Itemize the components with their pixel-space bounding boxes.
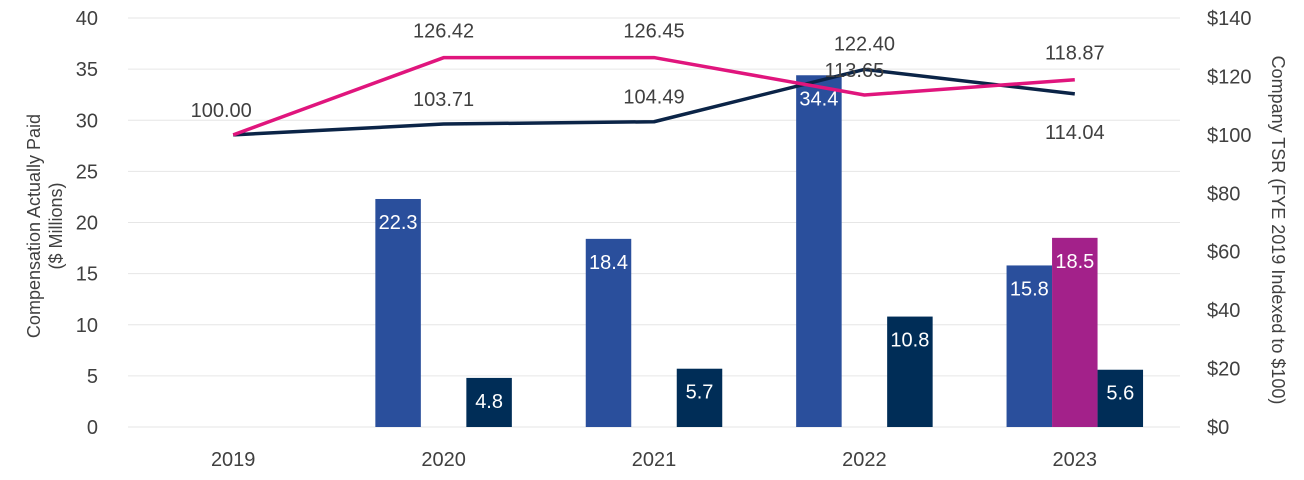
axes: 0 5 10 15 20 25 30 35 40 $0 $20 $40 $60 $80 $100 $120 $1… (76, 8, 1252, 471)
lines (232, 55, 1076, 137)
y-right-tick-label: $40 (1207, 300, 1240, 322)
y-right-tick-label: $0 (1207, 417, 1229, 439)
bar-data-label: 5.7 (686, 382, 714, 404)
y-left-axis-title-line2: ($ Millions) (46, 182, 66, 269)
bar-data-label: 22.3 (379, 212, 418, 234)
y-right-tick-label: $20 (1207, 359, 1240, 381)
y-left-tick-label: 15 (76, 264, 98, 286)
x-tick-label: 2019 (211, 449, 256, 471)
y-right-tick-label: $140 (1207, 8, 1252, 30)
bar (796, 75, 842, 427)
tsr-line (232, 55, 1075, 137)
bar-data-label: 10.8 (890, 330, 929, 352)
x-tick-label: 2023 (1053, 449, 1098, 471)
y-left-tick-label: 5 (87, 366, 98, 388)
bar-data-label: 5.6 (1106, 383, 1134, 405)
bar (1006, 265, 1053, 427)
y-left-tick-label: 40 (76, 8, 98, 30)
y-right-tick-label: $100 (1207, 125, 1252, 147)
line-data-label: 118.87 (1045, 43, 1105, 65)
y-left-tick-label: 10 (76, 315, 98, 337)
line-data-label: 103.71 (413, 89, 474, 111)
line-data-label: 104.49 (623, 87, 684, 109)
x-tick-label: 2021 (632, 449, 677, 471)
line-data-label: 100.00 (191, 100, 252, 122)
y-left-tick-label: 30 (76, 110, 98, 132)
bar (1052, 237, 1098, 427)
bar-data-label: 15.8 (1010, 278, 1049, 300)
tsr-line (233, 67, 1076, 137)
x-tick-label: 2020 (421, 449, 466, 471)
bar-data-label: 18.5 (1055, 251, 1094, 273)
y-left-tick-label: 25 (76, 161, 98, 183)
gridlines (128, 17, 1180, 428)
y-right-axis-title: Company TSR (FYE 2019 Indexed to $100) (1268, 56, 1288, 405)
y-right-tick-label: $80 (1207, 183, 1240, 205)
y-right-tick-label: $60 (1207, 242, 1240, 264)
line-data-label: 113.65 (825, 60, 885, 82)
y-right-tick-label: $120 (1207, 66, 1252, 88)
bar-data-label: 18.4 (589, 252, 628, 274)
line-data-label: 126.42 (413, 21, 474, 43)
bar (585, 238, 632, 427)
x-tick-label: 2022 (842, 449, 887, 471)
bar-data-label: 34.4 (799, 88, 838, 110)
line-data-label: 122.40 (834, 33, 895, 55)
line-data-label: 114.04 (1045, 122, 1105, 144)
bar (1097, 369, 1144, 427)
y-left-axis-title-line1: Compensation Actually Paid (24, 114, 44, 338)
line-data-label: 126.45 (623, 21, 684, 43)
bar (676, 368, 723, 427)
bar-data-label: 4.8 (475, 391, 503, 413)
y-left-tick-label: 20 (76, 213, 98, 235)
y-left-tick-label: 35 (76, 59, 98, 81)
bar (375, 198, 421, 427)
bar (466, 377, 512, 427)
bars (375, 75, 1144, 427)
bar (887, 316, 933, 427)
data-labels: 22.3 18.4 34.4 15.8 18.5 4.8 5.7 10.8 5.6 100.00 1… (191, 21, 1135, 413)
y-left-tick-label: 0 (87, 417, 98, 439)
